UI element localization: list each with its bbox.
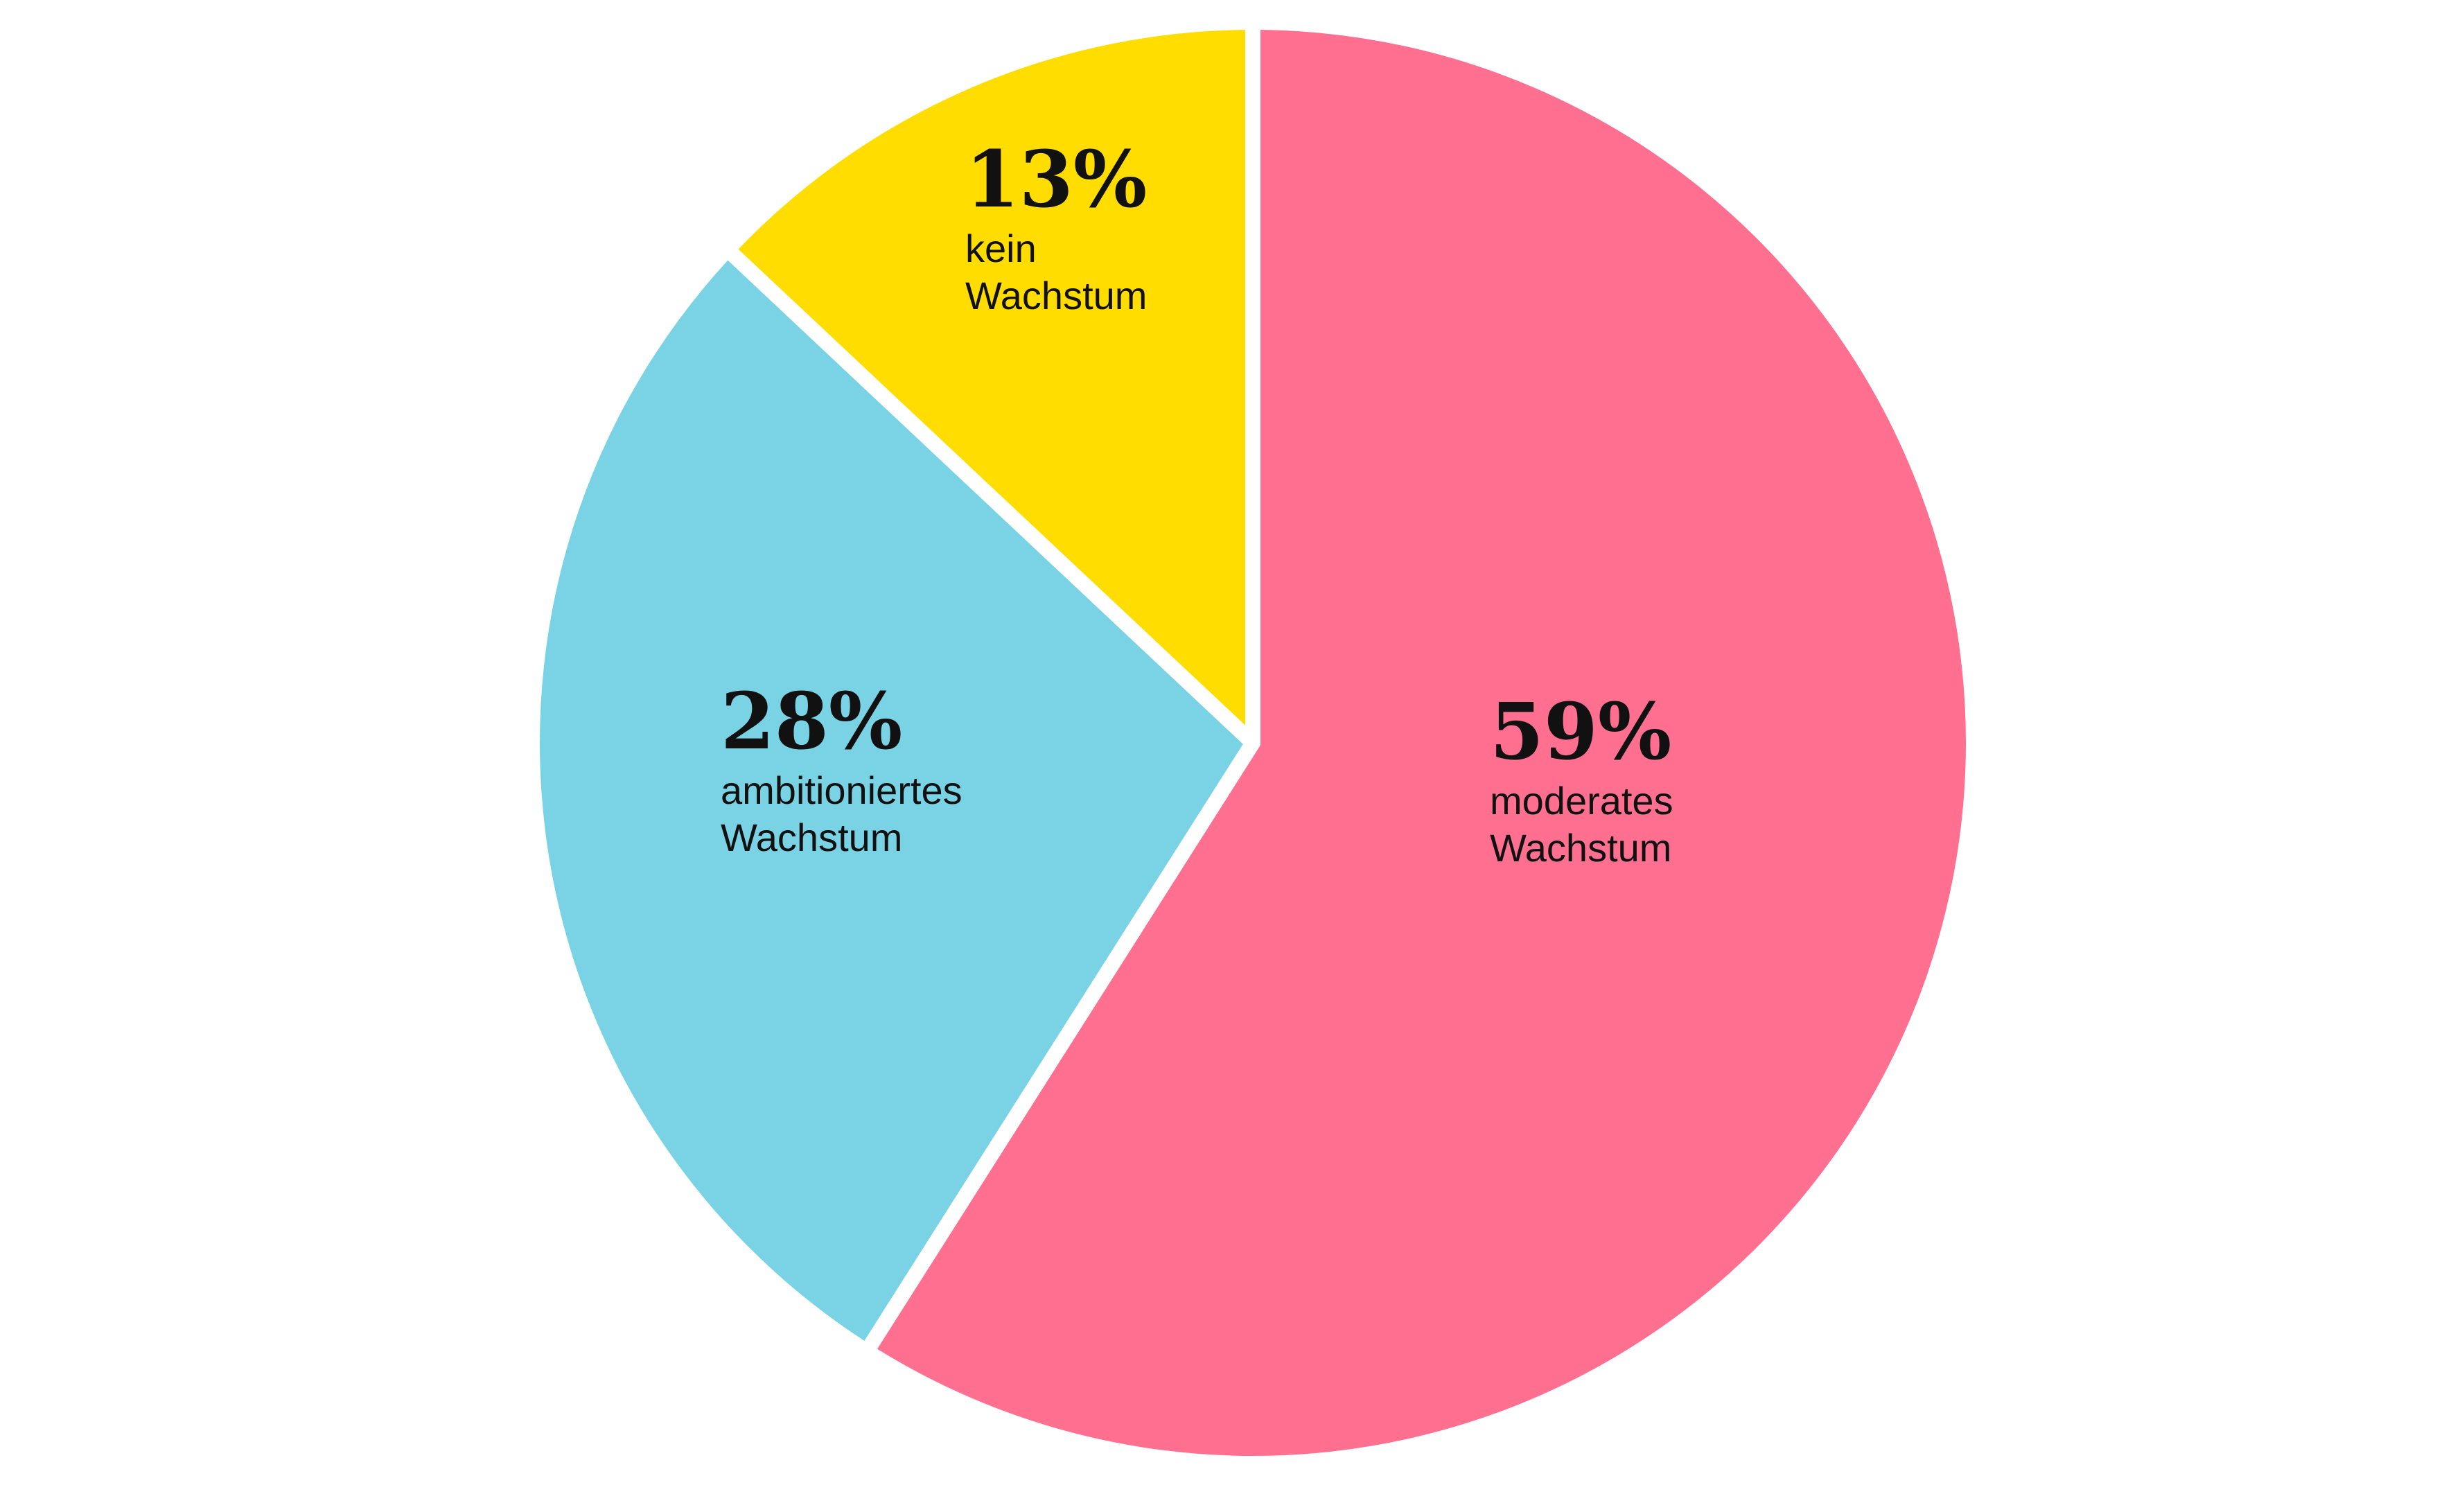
pie-slice-2 [719, 15, 1260, 750]
slice-label-2-line-0: kein [965, 227, 1037, 270]
pie-slice-1 [525, 242, 1260, 1360]
slice-percent-label-1: 28% [721, 676, 902, 767]
slice-percent-label-0: 59% [1490, 687, 1671, 777]
slice-label-0-line-1: Wachstum [1490, 826, 1671, 870]
pie-slices [525, 15, 1982, 1471]
slice-label-1-line-0: ambitioniertes [721, 768, 962, 812]
slice-label-2-line-1: Wachstum [965, 274, 1147, 317]
pie-slice-0 [859, 15, 1982, 1471]
pie-labels: 59%moderatesWachstum28%ambitioniertesWac… [721, 134, 1673, 870]
slice-percent-label-2: 13% [965, 134, 1147, 225]
slice-label-1-line-1: Wachstum [721, 816, 902, 859]
slice-label-0-line-0: moderates [1490, 779, 1673, 823]
